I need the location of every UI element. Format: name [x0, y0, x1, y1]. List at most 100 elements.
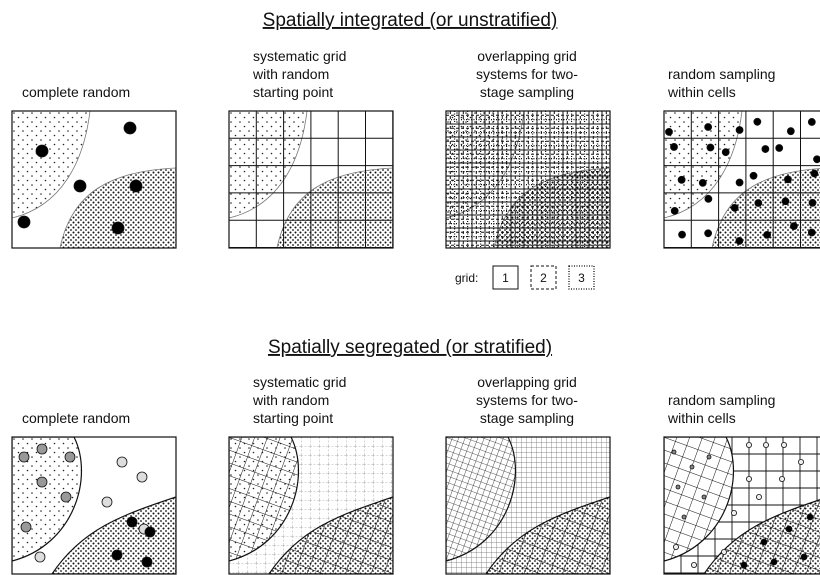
- sample-point: [670, 143, 678, 151]
- region-dense: [59, 167, 176, 248]
- panel-border: [663, 436, 820, 575]
- panel-caption: starting point: [253, 410, 333, 426]
- sample-point: [675, 484, 681, 490]
- legend-item: 2: [540, 271, 547, 285]
- sample-point: [704, 194, 713, 203]
- sample-point: [781, 197, 790, 206]
- panel-content: [229, 111, 393, 248]
- panel: [445, 436, 611, 575]
- grid-lines: [446, 111, 610, 248]
- panel: [228, 436, 394, 575]
- sample-point: [126, 516, 138, 528]
- legend-box: [492, 265, 519, 290]
- sample-point: [760, 538, 768, 546]
- sample-point: [735, 126, 744, 134]
- sample-point: [101, 496, 113, 508]
- sample-point: [740, 561, 748, 569]
- grid-lines: [664, 111, 820, 248]
- sample-point: [670, 207, 679, 215]
- sample-point: [730, 203, 739, 212]
- sample-point: [35, 144, 49, 158]
- region-dense: [276, 167, 393, 248]
- sample-point: [34, 551, 46, 563]
- sample-point: [116, 456, 128, 468]
- section-title: Spatially integrated (or unstratified): [263, 10, 558, 31]
- sample-point: [779, 476, 786, 483]
- sample-point: [677, 175, 686, 184]
- sample-point: [701, 494, 707, 500]
- sample-point: [790, 222, 798, 231]
- panel-caption: systems for two-: [476, 392, 578, 408]
- panel-content: [12, 111, 176, 248]
- panel-content: [446, 437, 610, 574]
- sample-point: [671, 449, 677, 455]
- panel-caption: starting point: [253, 84, 333, 100]
- panel: [663, 110, 820, 249]
- panel-caption: within cells: [667, 84, 736, 100]
- sample-point: [749, 171, 758, 180]
- region-sparse: [12, 111, 91, 219]
- sample-point: [704, 229, 713, 238]
- panel-caption: systems for two-: [476, 66, 578, 82]
- panel-caption: within cells: [667, 410, 736, 426]
- sample-point: [735, 237, 744, 245]
- sample-point: [721, 549, 728, 556]
- panel-border: [228, 110, 394, 249]
- panel-content: [229, 437, 393, 574]
- sample-point: [689, 464, 695, 470]
- sample-point: [753, 117, 762, 126]
- panel-content: [664, 437, 820, 574]
- sample-point: [665, 128, 673, 136]
- sample-point: [73, 179, 87, 193]
- legend-label: grid:: [455, 271, 478, 285]
- sample-point: [698, 178, 707, 187]
- panel: [445, 110, 611, 249]
- panel-border: [445, 436, 611, 575]
- panel-caption: systematic grid: [253, 374, 346, 390]
- sample-point: [111, 221, 125, 235]
- legend-item: 1: [502, 271, 509, 285]
- sample-point: [36, 443, 48, 455]
- panel-border: [228, 436, 394, 575]
- region-sparse: [664, 111, 743, 219]
- sample-point: [141, 556, 153, 568]
- panel-caption: complete random: [22, 84, 130, 100]
- panel: [228, 110, 394, 249]
- sample-point: [735, 178, 744, 187]
- region-hatched: [703, 499, 820, 574]
- sample-point: [36, 476, 48, 488]
- panel-content: [12, 437, 176, 574]
- panel-content: [446, 111, 610, 248]
- legend-box: [530, 265, 557, 290]
- sample-point: [786, 127, 795, 136]
- region-sparse: [229, 437, 299, 562]
- sample-point: [17, 215, 31, 229]
- section-title: Spatially segregated (or stratified): [268, 337, 552, 358]
- panel-content: [664, 111, 820, 248]
- grid-lines: [229, 111, 393, 248]
- sample-point: [129, 179, 143, 193]
- grid-lines: [446, 111, 610, 248]
- sample-point: [810, 169, 819, 178]
- sample-point: [807, 118, 816, 126]
- sample-point: [763, 442, 770, 448]
- panel-caption: complete random: [22, 410, 130, 426]
- sample-point: [123, 121, 137, 135]
- sample-point: [672, 544, 679, 551]
- sample-point: [706, 454, 712, 460]
- panel-caption: stage sampling: [480, 410, 574, 426]
- panel-border: [11, 436, 177, 575]
- sample-point: [775, 144, 784, 152]
- sample-point: [746, 442, 753, 448]
- sample-point: [754, 199, 763, 207]
- sample-point: [64, 451, 76, 463]
- sample-point: [20, 521, 32, 533]
- region-hatched: [664, 437, 734, 562]
- sample-point: [746, 476, 753, 483]
- panel: [11, 436, 177, 575]
- panel-caption: with random: [252, 66, 329, 82]
- sample-point: [763, 230, 772, 239]
- sample-point: [136, 471, 148, 483]
- sample-point: [797, 458, 804, 465]
